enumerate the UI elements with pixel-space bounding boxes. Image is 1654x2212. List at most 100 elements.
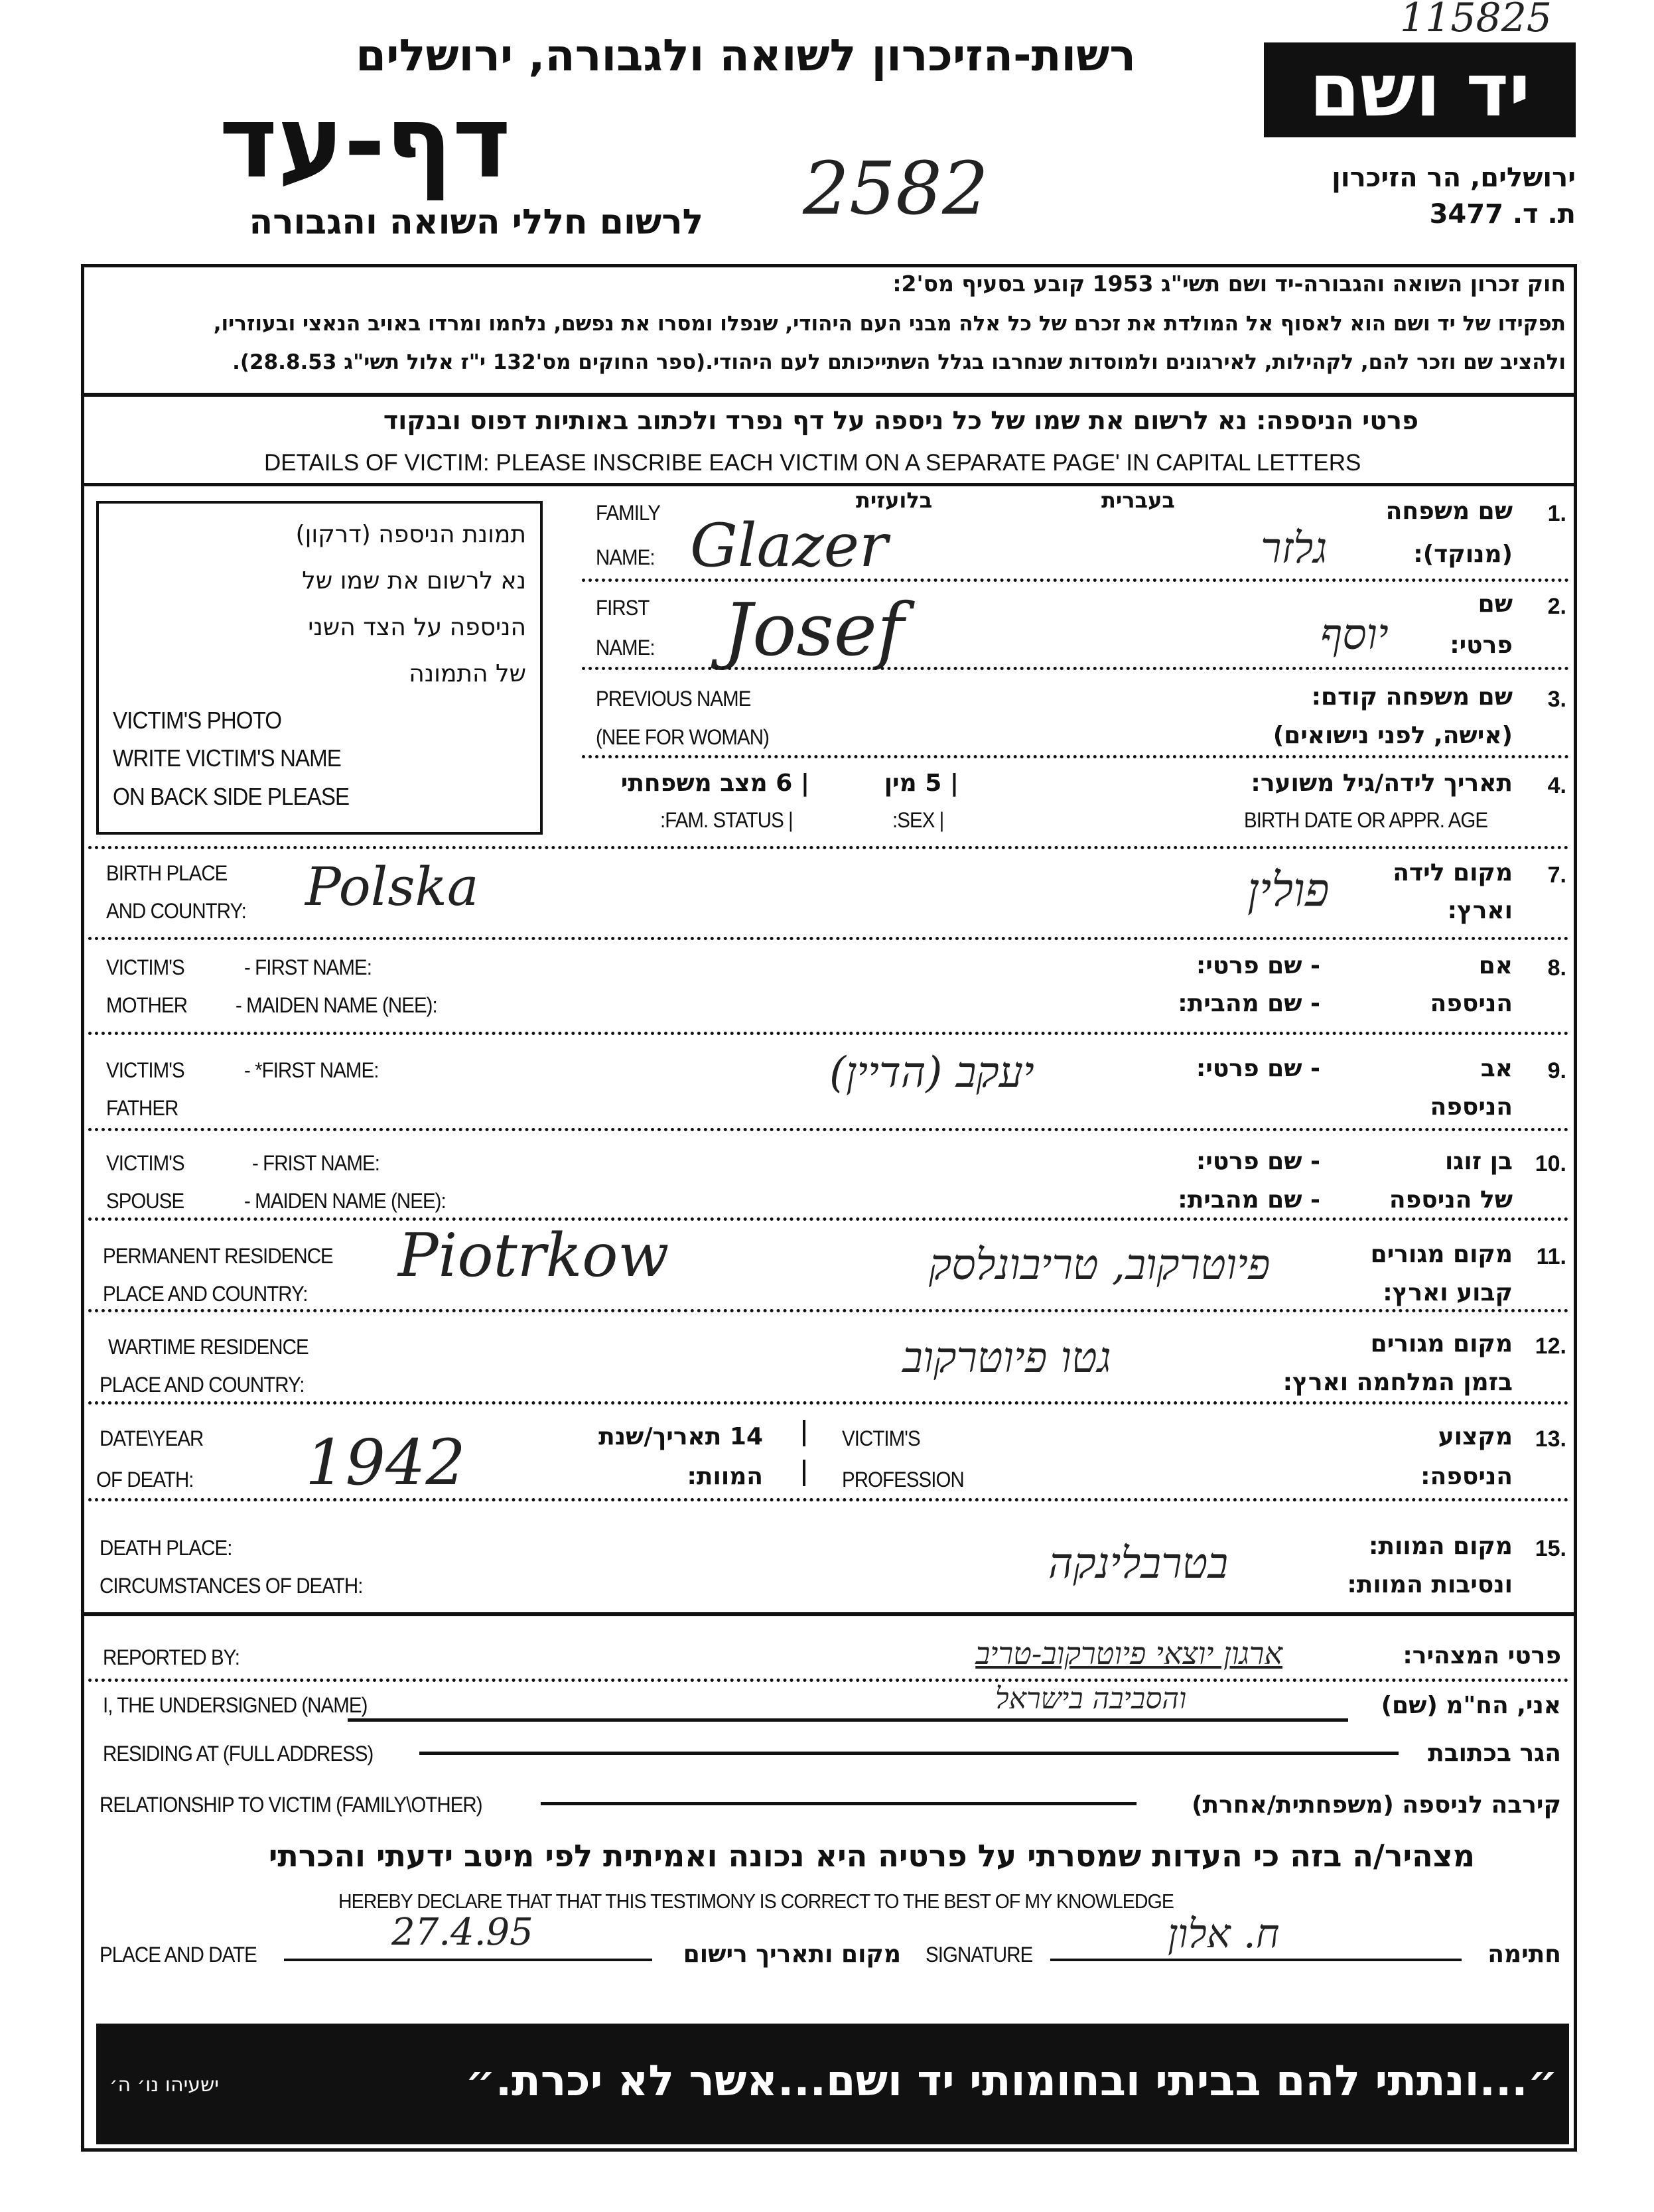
law-line-1: חוק זכרון השואה והגבורה-יד ושם תשי"ג 195… xyxy=(892,271,1566,297)
label-sex-en: :SEX | xyxy=(892,808,944,832)
family-name-latin[interactable]: Glazer xyxy=(690,511,888,581)
field-number: 11. xyxy=(1536,1244,1566,1269)
dotted-divider xyxy=(88,1217,1569,1221)
photo-instruction-he: תמונת הניספה (דרקון) xyxy=(295,521,526,548)
reporter-organization[interactable]: ארגון יוצאי פיוטרקוב-טריב xyxy=(975,1635,1282,1671)
label-birthplace-he: וארץ: xyxy=(1447,897,1513,924)
father-name-hebrew[interactable]: יעקב (הדיין) xyxy=(829,1048,1034,1097)
label-mother-he: אם xyxy=(1478,952,1513,979)
label-deathplace-he: מקום המוות: xyxy=(1368,1533,1513,1560)
label-permanent-he: קבוע וארץ: xyxy=(1383,1279,1513,1306)
birthplace-hebrew[interactable]: פולין xyxy=(1247,863,1330,917)
separator xyxy=(803,1420,805,1446)
field-number: 9. xyxy=(1547,1058,1566,1083)
label-relationship-en: RELATIONSHIP TO VICTIM (FAMILY\OTHER) xyxy=(100,1793,483,1817)
photo-instruction-he: של התמונה xyxy=(409,660,526,687)
label-birthplace-he: מקום לידה xyxy=(1393,859,1513,886)
label-first-name-en: - FRIST NAME: xyxy=(252,1151,380,1175)
label-permanent-en: PERMANENT RESIDENCE xyxy=(103,1244,334,1268)
reporter-name[interactable]: והסביבה בישראל xyxy=(995,1682,1187,1716)
field-number: 8. xyxy=(1547,955,1566,981)
label-fam-status-he: | 6 מצב משפחתי xyxy=(620,770,809,797)
label-family-en: NAME: xyxy=(596,545,655,569)
divider xyxy=(81,1612,1576,1616)
label-birth-he: תאריך לידה/גיל משוער: xyxy=(1251,770,1513,797)
label-wartime-en: PLACE AND COUNTRY: xyxy=(100,1373,305,1397)
family-name-hebrew[interactable]: גלזר xyxy=(1261,524,1328,573)
label-birthplace-en: AND COUNTRY: xyxy=(106,899,247,923)
label-father-en: VICTIM'S xyxy=(106,1058,185,1082)
label-first-name-he: - שם פרטי: xyxy=(1196,1148,1320,1175)
instructions-hebrew: פרטי הניספה: נא לרשום את שמו של כל ניספה… xyxy=(383,406,1418,435)
first-name-hebrew[interactable]: יוסף xyxy=(1320,610,1389,659)
field-number: 12. xyxy=(1535,1334,1566,1359)
label-spouse-he: בן זוגו xyxy=(1444,1148,1513,1175)
label-family-he: (מנוקד): xyxy=(1413,541,1513,568)
signature-line[interactable] xyxy=(1050,1959,1462,1961)
dotted-divider xyxy=(88,1401,1569,1405)
declaration-hebrew: מצהיר/ה בזה כי העדות שמסרתי על פרטיה היא… xyxy=(268,1838,1475,1874)
label-sex-he: | 5 מין xyxy=(884,770,959,797)
field-number: 15. xyxy=(1535,1536,1566,1561)
field-number: 4. xyxy=(1547,773,1566,798)
label-previous-he: (אישה, לפני נישואים) xyxy=(1273,722,1513,749)
wartime-residence-hebrew[interactable]: גטו פיוטרקוב xyxy=(902,1334,1111,1383)
field-number: 1. xyxy=(1547,501,1566,526)
photo-instruction-en: VICTIM'S PHOTO xyxy=(113,707,282,734)
label-signature-he: חתימה xyxy=(1487,1941,1561,1968)
dotted-divider xyxy=(88,1679,1569,1682)
place-date-line[interactable] xyxy=(284,1959,652,1961)
death-year[interactable]: 1942 xyxy=(305,1426,466,1499)
form-title: דף-עד xyxy=(219,85,511,200)
separator xyxy=(803,1460,805,1486)
label-relationship-he: קירבה לניספה (משפחתית/אחרת) xyxy=(1192,1791,1561,1819)
label-first-name-en: - FIRST NAME: xyxy=(244,955,372,979)
deathplace-hebrew[interactable]: בטרבלינקה xyxy=(1048,1539,1229,1588)
divider xyxy=(81,483,1576,486)
label-wartime-he: בזמן המלחמה וארץ: xyxy=(1282,1369,1513,1396)
label-deathplace-en: DEATH PLACE: xyxy=(100,1536,232,1560)
archive-number: 115825 xyxy=(1400,0,1552,41)
label-father-he: הניספה xyxy=(1430,1093,1513,1121)
permanent-residence-latin[interactable]: Piotrkow xyxy=(398,1221,669,1290)
place-date-value[interactable]: 27.4.95 xyxy=(391,1911,533,1954)
relationship-line[interactable] xyxy=(541,1802,1137,1805)
dotted-divider xyxy=(88,937,1569,940)
field-number: 2. xyxy=(1547,594,1566,619)
label-first-en: FIRST xyxy=(596,596,650,620)
label-first-name-he: - שם פרטי: xyxy=(1196,1055,1320,1082)
photo-instruction-he: הניספה על הצד השני xyxy=(308,614,526,641)
label-first-he: פרטי: xyxy=(1450,632,1513,659)
label-father-he: אב xyxy=(1480,1055,1513,1082)
victim-photo-box[interactable] xyxy=(96,501,543,835)
field-number: 7. xyxy=(1547,863,1566,888)
label-death-date-he: המוות: xyxy=(687,1463,764,1490)
form-frame xyxy=(81,264,1577,2152)
label-father-en: FATHER xyxy=(106,1096,178,1120)
label-death-date-en: DATE\YEAR xyxy=(100,1426,204,1450)
footer-quote: ״...ונתתי להם בביתי ובחומותי יד ושם...אש… xyxy=(465,2057,1558,2106)
dotted-divider xyxy=(88,1128,1569,1131)
label-first-he: שם xyxy=(1478,590,1513,618)
signature[interactable]: ח. אלון xyxy=(1168,1911,1280,1957)
label-profession-en: VICTIM'S xyxy=(842,1426,921,1450)
label-death-date-en: OF DEATH: xyxy=(96,1468,194,1491)
dotted-divider xyxy=(582,667,1569,670)
label-death-date-he: 14 תאריך/שנת xyxy=(598,1423,763,1450)
label-spouse-en: VICTIM'S xyxy=(106,1151,185,1175)
birthplace-latin[interactable]: Polska xyxy=(305,856,479,918)
dotted-divider xyxy=(582,579,1569,582)
label-spouse-he: של הניספה xyxy=(1389,1186,1513,1213)
address-line[interactable] xyxy=(419,1752,1399,1755)
dotted-divider xyxy=(88,1498,1569,1501)
name-line[interactable] xyxy=(348,1718,1348,1722)
field-number: 13. xyxy=(1535,1426,1566,1452)
label-address-en: RESIDING AT (FULL ADDRESS) xyxy=(103,1742,374,1765)
permanent-residence-hebrew[interactable]: פיוטרקוב, טריבונלסק xyxy=(929,1241,1271,1290)
label-place-date-he: מקום ותאריך רישום xyxy=(683,1941,901,1968)
yad-vashem-logo: יד ושם xyxy=(1264,42,1576,137)
first-name-latin[interactable]: Josef xyxy=(723,587,904,672)
photo-instruction-he: נא לרשום את שמו של xyxy=(302,567,526,594)
label-mother-en: MOTHER xyxy=(106,993,188,1017)
label-profession-he: הניספה: xyxy=(1420,1463,1513,1490)
